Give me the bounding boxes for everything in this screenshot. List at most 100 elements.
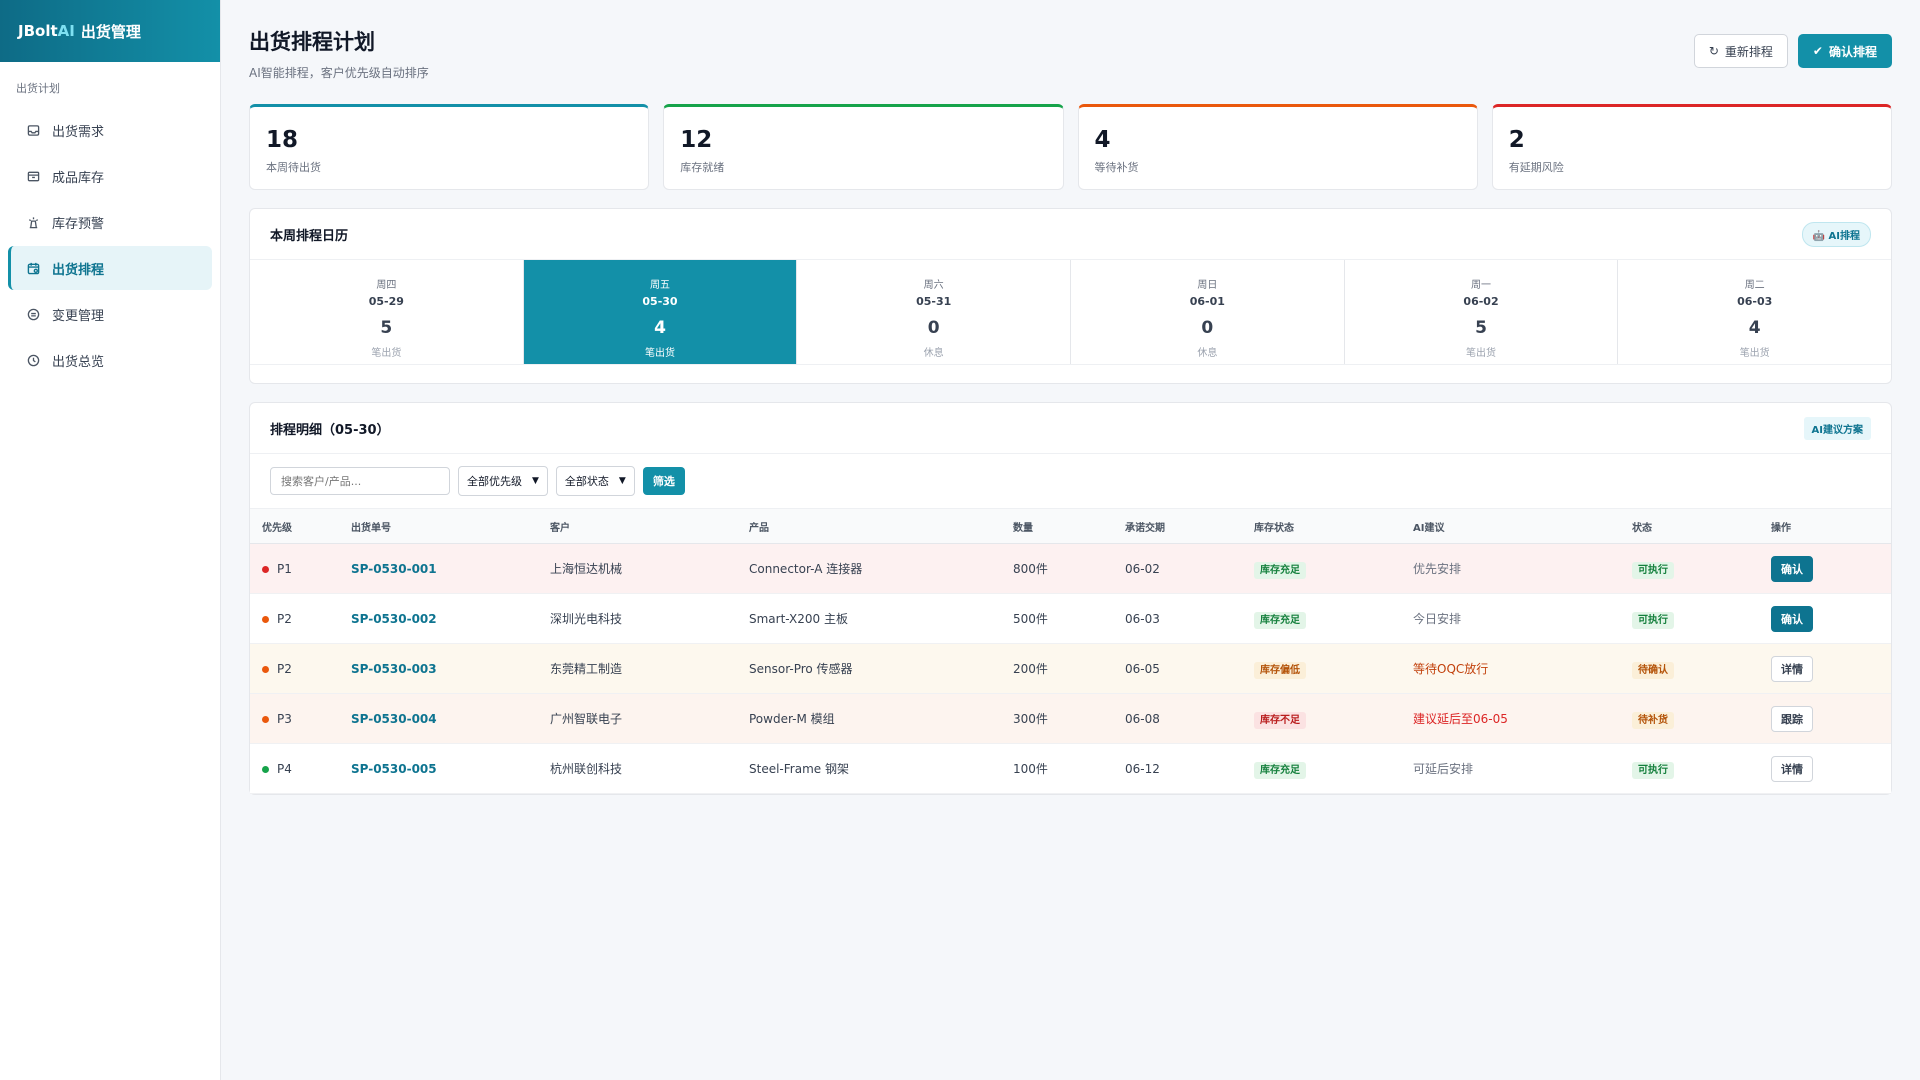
priority-value: P4 [277, 761, 292, 776]
calendar-day[interactable]: 周六 05-31 0 休息 [797, 260, 1072, 364]
day-count: 0 [1201, 318, 1214, 338]
qty-cell: 200件 [1001, 643, 1113, 694]
order-link[interactable]: SP-0530-001 [351, 561, 437, 576]
nav-section-title: 出货计划 [16, 82, 60, 95]
product-cell: Steel-Frame 钢架 [737, 743, 1001, 794]
confirm-row-button[interactable]: 确认 [1771, 605, 1813, 632]
box-icon [26, 169, 40, 183]
day-of-week: 周六 [923, 280, 944, 291]
calendar-day[interactable]: 周日 06-01 0 休息 [1071, 260, 1345, 364]
col-priority: 优先级 [250, 509, 339, 544]
table-row[interactable]: P3 SP-0530-004 广州智联电子 Powder-M 模组 300件 0… [250, 693, 1891, 744]
day-date: 05-30 [642, 295, 678, 308]
chevron-down-icon: ▼ [618, 476, 626, 486]
day-date: 05-31 [916, 295, 952, 308]
brand-logo[interactable]: JBolt AI 出货管理 [0, 0, 220, 62]
stat-card-delay: 2 有延期风险 [1491, 104, 1892, 190]
confirm-row-button[interactable]: 确认 [1771, 555, 1813, 582]
calendar-day-selected[interactable]: 周五 05-30 4 笔出货 [523, 260, 798, 364]
sidebar-item-label: 库存预警 [52, 216, 105, 232]
detail-row-button[interactable]: 详情 [1771, 655, 1813, 682]
due-cell: 06-05 [1113, 643, 1242, 694]
brand-name-a: JBolt [18, 22, 58, 40]
day-label: 休息 [923, 348, 944, 359]
brand-name-b: AI [57, 22, 75, 40]
sidebar-item-change[interactable]: 变更管理 [8, 292, 212, 336]
day-date: 06-03 [1737, 295, 1773, 308]
sidebar-item-overview[interactable]: 出货总览 [8, 338, 212, 382]
ai-schedule-badge: 🤖 AI排程 [1801, 221, 1871, 247]
day-count: 5 [1475, 318, 1487, 338]
reschedule-label: 重新排程 [1724, 44, 1773, 59]
stat-value: 4 [1094, 127, 1111, 153]
track-row-button[interactable]: 跟踪 [1771, 705, 1813, 732]
sidebar-item-warning[interactable]: 库存预警 [8, 200, 212, 244]
table-header-row: 优先级 出货单号 客户 产品 数量 承诺交期 库存状态 AI建议 状态 操作 [250, 509, 1891, 544]
priority-select-value: 全部优先级 [467, 475, 522, 488]
sidebar-item-demand[interactable]: 出货需求 [8, 108, 212, 152]
qty-cell: 800件 [1001, 543, 1113, 594]
due-cell: 06-08 [1113, 693, 1242, 744]
table-row[interactable]: P1 SP-0530-001 上海恒达机械 Connector-A 连接器 80… [250, 543, 1891, 594]
priority-value: P1 [277, 561, 292, 576]
col-stock: 库存状态 [1242, 509, 1401, 544]
stat-label: 库存就绪 [680, 161, 725, 174]
table-row[interactable]: P2 SP-0530-003 东莞精工制造 Sensor-Pro 传感器 200… [250, 643, 1891, 694]
brand-name-c: 出货管理 [80, 22, 141, 41]
ai-suggestion-cell: 建议延后至06-05 [1401, 693, 1620, 744]
priority-value: P2 [277, 661, 292, 676]
calendar-title: 本周排程日历 [270, 228, 349, 244]
detail-row-button[interactable]: 详情 [1771, 755, 1813, 782]
status-badge: 可执行 [1632, 612, 1674, 629]
qty-cell: 500件 [1001, 593, 1113, 644]
order-link[interactable]: SP-0530-003 [351, 661, 437, 676]
status-badge: 可执行 [1632, 762, 1674, 779]
col-customer: 客户 [538, 509, 737, 544]
order-link[interactable]: SP-0530-004 [351, 711, 437, 726]
customer-cell: 深圳光电科技 [538, 593, 737, 644]
customer-cell: 广州智联电子 [538, 693, 737, 744]
calendar-day[interactable]: 周一 06-02 5 笔出货 [1345, 260, 1619, 364]
page-subtitle: AI智能排程，客户优先级自动排序 [249, 66, 429, 80]
sidebar-item-schedule[interactable]: 出货排程 [8, 246, 212, 290]
page-header: 出货排程计划 AI智能排程，客户优先级自动排序 ↻ 重新排程 ✔ 确认排程 [249, 0, 1892, 98]
priority-value: P3 [277, 711, 292, 726]
confirm-schedule-button[interactable]: ✔ 确认排程 [1797, 34, 1892, 68]
day-label: 笔出货 [371, 348, 402, 359]
calendar-day[interactable]: 周四 05-29 5 笔出货 [250, 260, 524, 364]
stat-label: 有延期风险 [1508, 161, 1564, 174]
col-product: 产品 [737, 509, 1001, 544]
calendar-day[interactable]: 周二 06-03 4 笔出货 [1618, 260, 1891, 364]
day-of-week: 周四 [376, 280, 397, 291]
alert-icon [26, 215, 40, 229]
table-row[interactable]: P4 SP-0530-005 杭州联创科技 Steel-Frame 钢架 100… [250, 743, 1891, 794]
day-label: 笔出货 [1739, 348, 1770, 359]
day-count: 4 [654, 318, 666, 338]
day-of-week: 周一 [1471, 280, 1492, 291]
day-of-week: 周日 [1197, 280, 1218, 291]
sidebar-item-label: 出货需求 [52, 124, 105, 140]
order-link[interactable]: SP-0530-002 [351, 611, 437, 626]
stat-value: 18 [266, 127, 299, 153]
ai-suggestion-cell: 今日安排 [1401, 593, 1620, 644]
check-icon: ✔ [1812, 44, 1823, 58]
priority-select[interactable]: 全部优先级 ▼ [458, 466, 548, 496]
sidebar-item-inventory[interactable]: 成品库存 [8, 154, 212, 198]
priority-dot [262, 565, 269, 573]
due-cell: 06-12 [1113, 743, 1242, 794]
stats-row: 18 本周待出货 12 库存就绪 4 等待补货 2 有延期风险 [249, 104, 1892, 190]
day-date: 05-29 [368, 295, 404, 308]
stat-card-waiting: 4 等待补货 [1077, 104, 1478, 190]
table-row[interactable]: P2 SP-0530-002 深圳光电科技 Smart-X200 主板 500件… [250, 593, 1891, 644]
filter-button[interactable]: 筛选 [642, 467, 685, 495]
order-link[interactable]: SP-0530-005 [351, 761, 437, 776]
status-select[interactable]: 全部状态 ▼ [555, 466, 635, 496]
day-label: 笔出货 [1466, 348, 1497, 359]
sidebar-item-label: 出货总览 [52, 354, 105, 370]
sidebar-item-label: 变更管理 [52, 308, 105, 324]
reschedule-button[interactable]: ↻ 重新排程 [1693, 34, 1788, 68]
col-action: 操作 [1759, 509, 1891, 544]
search-input[interactable] [270, 467, 450, 495]
stock-badge: 库存不足 [1254, 712, 1306, 729]
priority-dot [262, 715, 269, 723]
